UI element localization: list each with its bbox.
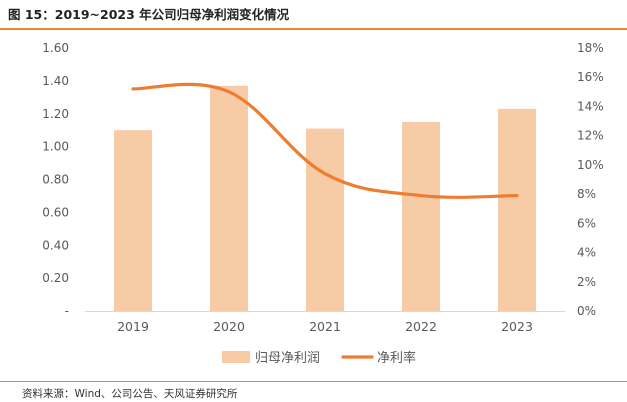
- left-axis-tick-label: 0.80: [42, 173, 69, 187]
- right-axis-tick-label: 2%: [577, 275, 596, 289]
- right-axis-tick-label: 6%: [577, 216, 596, 230]
- figure-title: 图 15：2019~2023 年公司归母净利润变化情况: [8, 7, 290, 22]
- left-axis-tick-label: 1.20: [42, 107, 69, 121]
- x-axis-tick-label: 2021: [309, 319, 341, 334]
- x-axis-tick-label: 2020: [213, 319, 245, 334]
- bar-归母净利润: [210, 85, 248, 312]
- left-axis-tick-label: 0.60: [42, 205, 69, 219]
- source-note: 资料来源：Wind、公司公告、天风证券研究所: [22, 388, 238, 400]
- left-axis-tick-label: 1.60: [42, 41, 69, 55]
- right-axis-tick-label: 10%: [577, 158, 604, 172]
- legend-line-label: 净利率: [377, 350, 416, 366]
- legend-bar-label: 归母净利润: [255, 351, 320, 366]
- left-axis-tick-label: -: [65, 304, 69, 318]
- line-净利率: [131, 82, 519, 199]
- right-axis-tick-label: 16%: [577, 70, 604, 84]
- right-axis-tick-label: 18%: [577, 41, 604, 55]
- bar-归母净利润: [114, 130, 152, 311]
- right-axis-tick-label: 12%: [577, 129, 604, 143]
- left-axis-tick-label: 0.40: [42, 238, 69, 252]
- bar-归母净利润: [498, 108, 536, 311]
- right-axis-tick-label: 14%: [577, 99, 604, 113]
- title-rule: [0, 28, 627, 30]
- right-axis-tick-label: 8%: [577, 187, 596, 201]
- right-axis-tick-label: 4%: [577, 246, 596, 260]
- bar-归母净利润: [402, 121, 440, 311]
- left-axis-tick-label: 0.20: [42, 271, 69, 285]
- x-axis-tick-label: 2019: [117, 319, 149, 334]
- right-axis-tick-label: 0%: [577, 304, 596, 318]
- legend-bar-swatch: [222, 351, 250, 363]
- left-axis-tick-label: 1.00: [42, 140, 69, 154]
- source-rule: [0, 381, 627, 382]
- bar-归母净利润: [306, 128, 344, 311]
- x-axis-tick-label: 2023: [501, 319, 533, 334]
- x-axis-tick-label: 2022: [405, 319, 437, 334]
- left-axis-tick-label: 1.40: [42, 74, 69, 88]
